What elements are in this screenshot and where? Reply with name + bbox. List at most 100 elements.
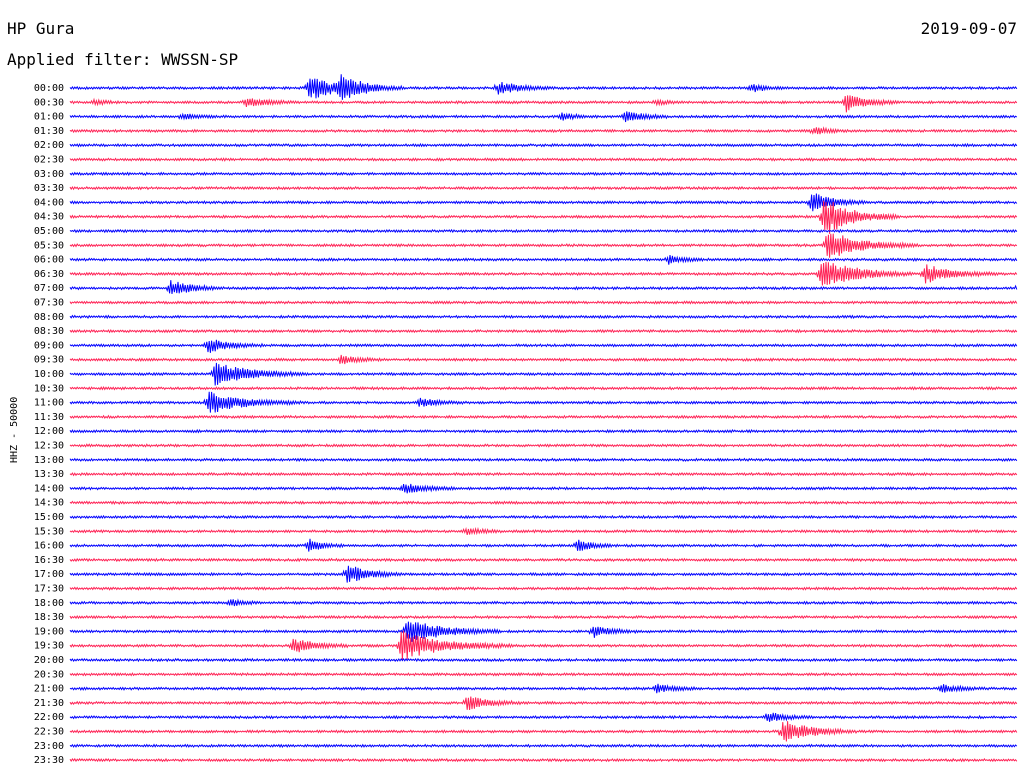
row-time-label: 18:00 xyxy=(34,598,64,609)
row-time-label: 01:00 xyxy=(34,112,64,123)
row-time-label: 06:00 xyxy=(34,255,64,266)
trace-row xyxy=(69,339,1018,353)
trace-row xyxy=(69,743,1018,749)
trace-row xyxy=(69,228,1018,234)
trace-row xyxy=(69,457,1018,463)
row-time-label: 10:00 xyxy=(34,369,64,380)
row-time-label: 23:30 xyxy=(34,755,64,766)
trace-row xyxy=(69,683,1018,694)
row-time-label: 14:00 xyxy=(34,483,64,494)
row-time-label: 22:30 xyxy=(34,727,64,738)
trace-row xyxy=(69,712,1018,722)
row-time-label: 19:30 xyxy=(34,641,64,652)
trace-row xyxy=(69,362,1018,386)
trace-layer xyxy=(69,74,1018,763)
row-time-label: 14:30 xyxy=(34,498,64,509)
row-time-label: 13:30 xyxy=(34,469,64,480)
row-time-label: 03:30 xyxy=(34,183,64,194)
row-time-label: 00:30 xyxy=(34,97,64,108)
row-time-label: 07:30 xyxy=(34,298,64,309)
trace-row xyxy=(69,586,1018,591)
row-time-label: 11:00 xyxy=(34,398,64,409)
trace-row xyxy=(69,126,1018,135)
trace-row xyxy=(69,630,1018,661)
trace-row xyxy=(69,657,1018,663)
row-time-label: 12:30 xyxy=(34,441,64,452)
trace-row xyxy=(69,514,1018,520)
trace-row xyxy=(69,614,1018,620)
row-time-label: 07:00 xyxy=(34,283,64,294)
trace-row xyxy=(69,300,1018,305)
row-time-label: 03:00 xyxy=(34,169,64,180)
row-time-label: 01:30 xyxy=(34,126,64,137)
trace-row xyxy=(69,757,1018,763)
trace-row xyxy=(69,157,1018,162)
trace-row xyxy=(69,95,1018,113)
row-time-label: 09:30 xyxy=(34,355,64,366)
trace-row xyxy=(69,200,1018,234)
row-time-label: 06:30 xyxy=(34,269,64,280)
trace-row xyxy=(69,428,1018,434)
trace-row xyxy=(69,414,1018,420)
station-title: HP Gura xyxy=(7,19,75,38)
row-time-label: 13:00 xyxy=(34,455,64,466)
trace-row xyxy=(69,185,1018,191)
row-time-label: 02:30 xyxy=(34,155,64,166)
row-time-label: 23:00 xyxy=(34,741,64,752)
trace-row xyxy=(69,314,1018,320)
trace-row xyxy=(69,193,1018,212)
row-time-label: 17:30 xyxy=(34,584,64,595)
row-time-label: 05:30 xyxy=(34,240,64,251)
date-label: 2019-09-07 xyxy=(920,19,1017,38)
trace-row xyxy=(69,598,1018,607)
trace-row xyxy=(69,526,1018,536)
row-time-label: 15:00 xyxy=(34,512,64,523)
trace-row xyxy=(69,696,1018,711)
row-time-label: 16:00 xyxy=(34,541,64,552)
row-time-label: 12:00 xyxy=(34,426,64,437)
trace-row xyxy=(69,386,1018,391)
row-time-label: 20:30 xyxy=(34,669,64,680)
trace-row xyxy=(69,391,1018,413)
row-time-label: 10:30 xyxy=(34,383,64,394)
trace-row xyxy=(69,328,1018,334)
trace-row xyxy=(69,672,1018,677)
row-time-label: 17:00 xyxy=(34,569,64,580)
row-time-label: 04:30 xyxy=(34,212,64,223)
row-time-label: 15:30 xyxy=(34,526,64,537)
trace-row xyxy=(69,443,1018,448)
trace-row xyxy=(69,233,1018,258)
trace-row xyxy=(69,721,1018,742)
trace-row xyxy=(69,483,1018,494)
trace-row xyxy=(69,621,1018,642)
row-time-label: 16:30 xyxy=(34,555,64,566)
filter-label: Applied filter: WWSSN-SP xyxy=(7,50,239,69)
trace-row xyxy=(69,255,1018,265)
row-time-label: 21:00 xyxy=(34,684,64,695)
row-time-label: 22:00 xyxy=(34,712,64,723)
trace-row xyxy=(69,354,1018,365)
trace-row xyxy=(69,171,1018,177)
row-time-label: 19:00 xyxy=(34,626,64,637)
time-label-layer: 00:00 00:30 01:00 01:30 02:00 02:30 03:00 03:30… xyxy=(34,83,64,766)
trace-row xyxy=(69,280,1018,295)
trace-row xyxy=(69,500,1018,505)
row-time-label: 05:00 xyxy=(34,226,64,237)
trace-row xyxy=(69,538,1018,552)
trace-row xyxy=(69,74,1018,100)
row-time-label: 18:30 xyxy=(34,612,64,623)
row-time-label: 08:30 xyxy=(34,326,64,337)
row-time-label: 02:00 xyxy=(34,140,64,151)
trace-row xyxy=(69,111,1018,123)
row-time-label: 04:00 xyxy=(34,197,64,208)
trace-row xyxy=(69,565,1018,583)
row-time-label: 00:00 xyxy=(34,83,64,94)
trace-row xyxy=(69,557,1018,563)
trace-row xyxy=(69,142,1018,148)
trace-row xyxy=(69,261,1018,286)
row-time-label: 09:00 xyxy=(34,340,64,351)
row-time-label: 11:30 xyxy=(34,412,64,423)
row-time-label: 08:00 xyxy=(34,312,64,323)
row-time-label: 21:30 xyxy=(34,698,64,709)
